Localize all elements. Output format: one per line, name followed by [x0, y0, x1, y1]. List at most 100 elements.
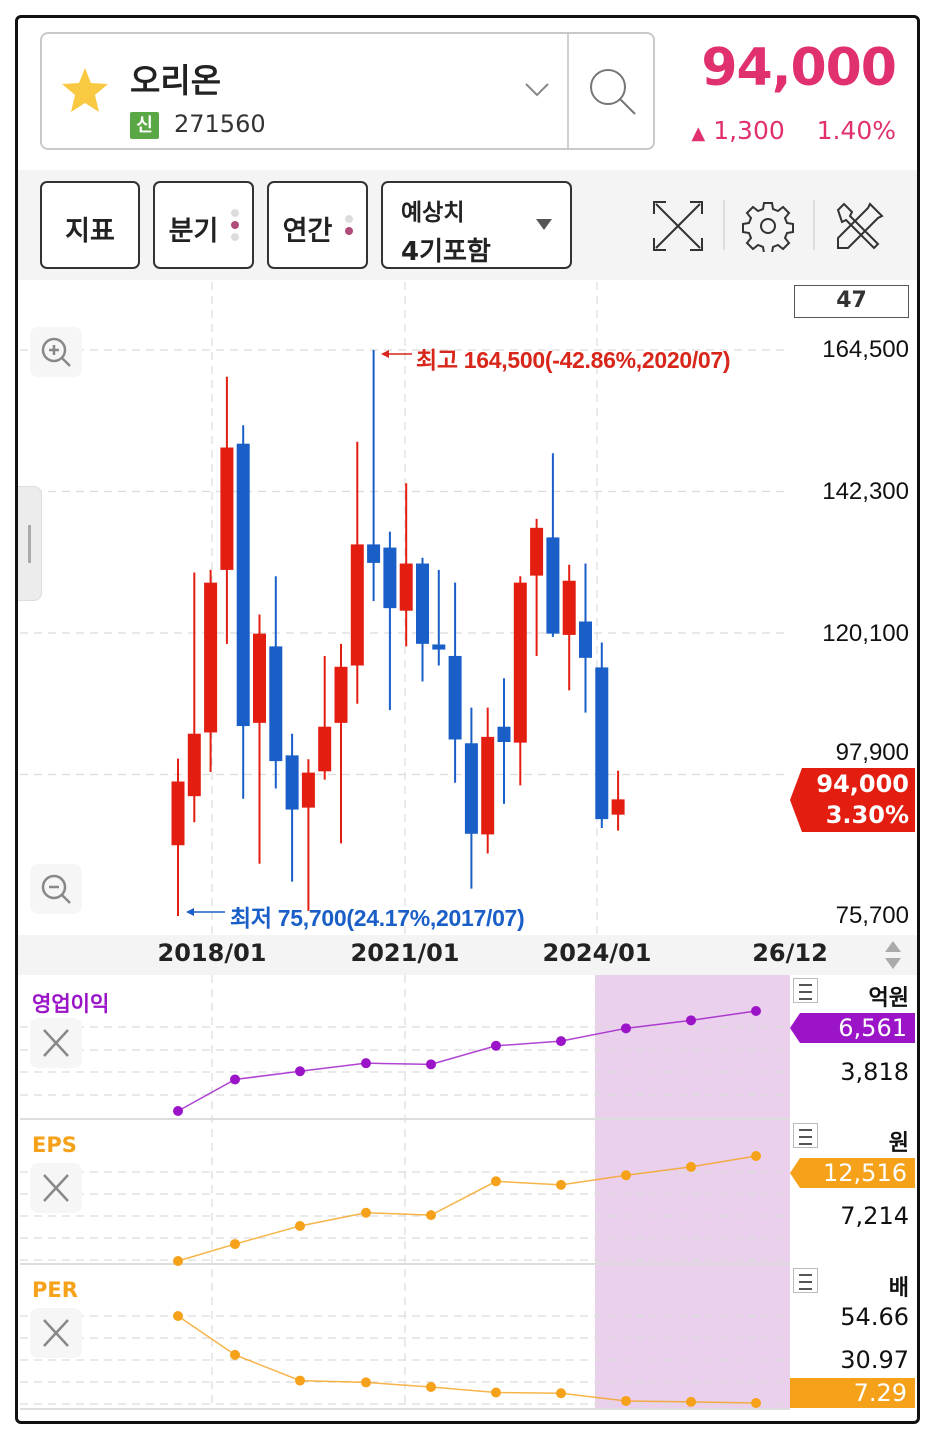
current-price-tag: 94,000 3.30% — [790, 768, 915, 832]
data-point — [556, 1179, 566, 1190]
series-line — [177, 1315, 757, 1404]
series-line — [177, 1010, 757, 1112]
y-tick: 142,300 — [822, 478, 909, 505]
candle-up — [334, 666, 348, 723]
menu-icon[interactable] — [793, 1123, 818, 1148]
data-point — [230, 1349, 240, 1360]
data-point — [230, 1074, 240, 1085]
indicator-button[interactable]: 지표 — [40, 181, 140, 269]
y-tick: 97,900 — [835, 739, 909, 766]
estimate-value: 4기포함 — [401, 237, 491, 267]
data-point — [556, 1388, 566, 1399]
candle-down — [236, 443, 250, 727]
candle-down — [595, 667, 609, 820]
series-line — [177, 1155, 757, 1262]
remove-op-profit-button[interactable] — [30, 1018, 82, 1068]
y-tick: 120,100 — [822, 620, 909, 647]
current-change-value: 3.30% — [825, 801, 909, 829]
data-point — [173, 1106, 183, 1116]
expand-icon[interactable] — [652, 200, 704, 252]
candle-up — [611, 799, 625, 815]
candle-down — [416, 563, 429, 644]
zoom-in-icon — [41, 337, 71, 367]
op-profit-label: 영업이익 — [32, 992, 110, 1016]
indicator-axis — [790, 975, 918, 1410]
price-axis-labels: 164,500 142,300 120,100 97,900 75,700 — [790, 0, 918, 935]
data-point — [556, 1036, 566, 1047]
data-point — [621, 1170, 631, 1181]
scroll-arrows-icon[interactable] — [882, 939, 904, 971]
divider — [813, 200, 815, 250]
high-arrow-head — [381, 350, 389, 358]
candle-up — [399, 563, 413, 611]
data-point — [295, 1375, 305, 1386]
y-tick: 75,700 — [835, 902, 909, 929]
candle-down — [497, 726, 511, 742]
data-point — [361, 1207, 371, 1218]
zoom-out-button[interactable] — [30, 864, 82, 914]
candle-down — [464, 743, 478, 834]
candle-down — [579, 621, 592, 658]
data-point — [230, 1239, 240, 1250]
change-amount: 1,300 — [713, 116, 785, 145]
data-point — [621, 1395, 631, 1406]
quarter-label: 분기 — [168, 216, 219, 247]
quarter-button[interactable]: 분기 — [153, 181, 254, 269]
zoom-out-icon — [41, 874, 71, 904]
data-point — [173, 1311, 183, 1321]
low-arrow-head — [186, 908, 194, 916]
data-point — [295, 1220, 305, 1231]
chart-toolbar: 지표 분기 연간 예상치 4기포함 — [18, 170, 918, 280]
x-tick: 2018/01 — [157, 939, 267, 967]
data-point — [426, 1059, 436, 1070]
data-point — [491, 1387, 501, 1398]
time-axis[interactable]: 2018/01 2021/01 2024/01 26/12 — [18, 935, 918, 975]
candle-down — [269, 646, 283, 762]
close-icon — [43, 1319, 69, 1347]
candle-down — [367, 544, 381, 563]
candle-up — [481, 736, 495, 835]
data-point — [295, 1066, 305, 1077]
close-icon — [43, 1174, 69, 1202]
divider — [723, 200, 725, 250]
up-arrow-icon: ▲ — [691, 123, 706, 144]
remove-eps-button[interactable] — [30, 1163, 82, 1213]
forecast-shade — [595, 975, 790, 1410]
data-point — [621, 1023, 631, 1034]
eps-label: EPS — [32, 1133, 77, 1157]
side-panel-handle[interactable] — [18, 486, 42, 601]
zoom-in-button[interactable] — [30, 327, 82, 377]
estimate-dropdown[interactable]: 예상치 4기포함 — [381, 181, 572, 269]
stock-selector[interactable]: 오리온 신 271560 — [40, 32, 655, 150]
chevron-down-icon[interactable] — [524, 82, 550, 98]
data-point — [361, 1377, 371, 1388]
data-point — [686, 1161, 696, 1172]
market-badge: 신 — [130, 112, 159, 139]
annual-button[interactable]: 연간 — [267, 181, 368, 269]
search-icon[interactable] — [587, 66, 639, 118]
menu-icon[interactable] — [793, 1268, 818, 1293]
candle-down — [448, 655, 462, 740]
estimate-label: 예상치 — [401, 200, 465, 226]
visible-count-box[interactable]: 47 — [794, 285, 909, 318]
candle-up — [318, 726, 332, 772]
price-change: ▲ 1,300 1.40% — [691, 116, 896, 145]
gear-icon[interactable] — [742, 200, 794, 252]
current-price: 94,000 — [701, 38, 897, 98]
candle-up — [350, 544, 364, 666]
candle-up — [530, 527, 544, 576]
star-icon[interactable] — [60, 66, 110, 114]
candle-up — [301, 772, 315, 808]
data-point — [751, 1006, 761, 1016]
candle-up — [562, 580, 576, 635]
menu-icon[interactable] — [793, 978, 818, 1003]
remove-per-button[interactable] — [30, 1308, 82, 1358]
data-point — [361, 1058, 371, 1069]
x-tick: 2024/01 — [542, 939, 652, 967]
current-price-value: 94,000 — [816, 770, 909, 798]
tools-icon[interactable] — [834, 200, 886, 252]
indicator-label: 지표 — [65, 216, 115, 247]
data-point — [173, 1256, 183, 1266]
data-point — [491, 1040, 501, 1051]
